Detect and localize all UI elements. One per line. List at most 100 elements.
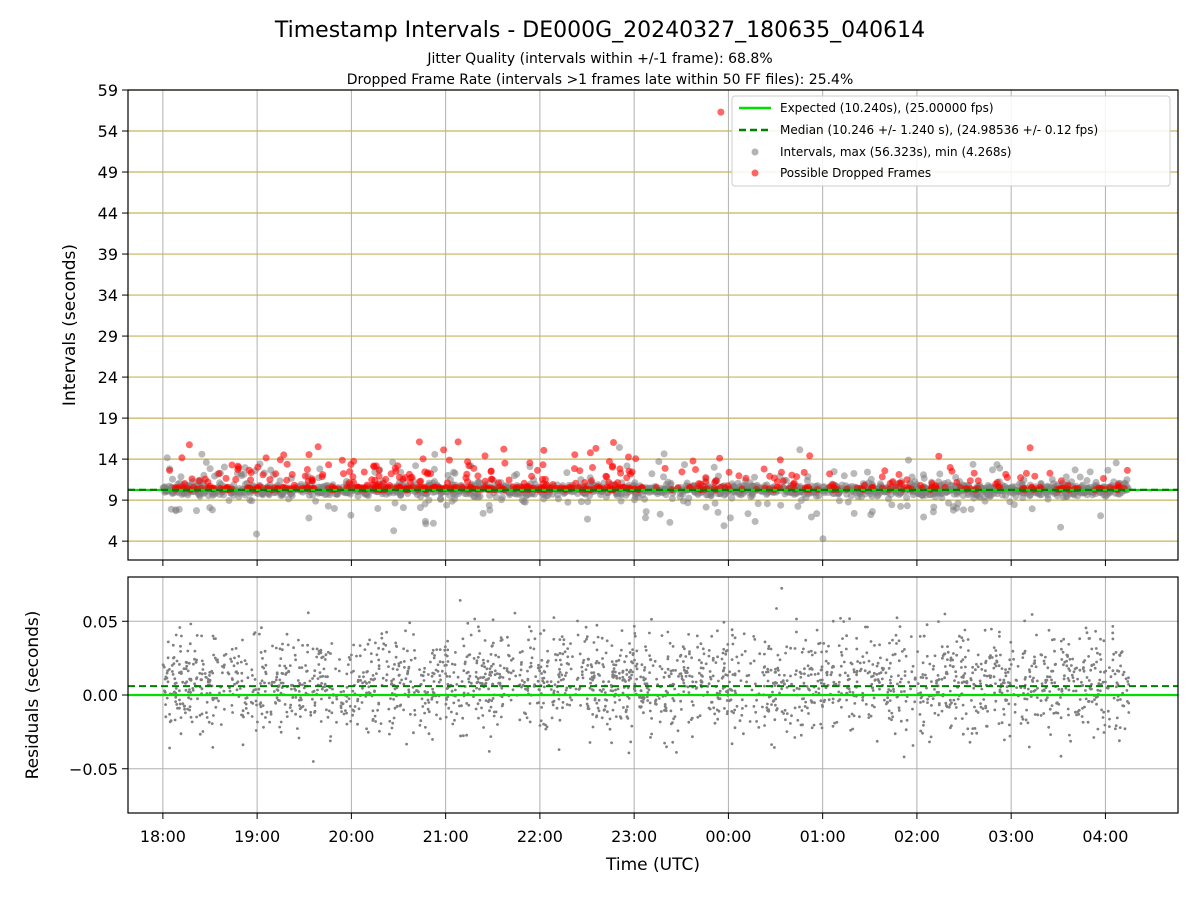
dropped-frame-point — [760, 465, 768, 473]
residual-point — [550, 716, 554, 720]
residual-point — [855, 636, 858, 640]
residual-point — [443, 664, 447, 667]
residual-point — [919, 691, 923, 694]
residual-point — [687, 720, 691, 724]
dropped-frame-point — [188, 475, 196, 483]
residual-point — [905, 718, 909, 722]
residual-point — [432, 656, 436, 660]
residual-point — [384, 643, 388, 647]
residual-point — [483, 665, 486, 669]
residual-point — [521, 650, 524, 653]
residual-point — [1092, 663, 1096, 666]
residual-point — [591, 713, 595, 716]
residual-point — [804, 638, 808, 642]
residual-point — [1008, 658, 1012, 662]
residual-point — [298, 704, 301, 707]
residual-point — [880, 677, 884, 681]
residual-point — [317, 663, 321, 666]
residual-point — [837, 644, 841, 647]
residual-point — [176, 706, 179, 710]
residual-point — [995, 659, 999, 663]
residual-point — [702, 652, 706, 656]
residual-point — [896, 682, 899, 686]
residual-point — [735, 655, 739, 659]
residual-point — [1060, 647, 1063, 651]
residual-point — [955, 640, 959, 643]
interval-point — [656, 510, 664, 518]
interval-point — [926, 491, 934, 499]
residual-point — [789, 722, 792, 725]
residual-point — [592, 671, 596, 674]
residual-point — [1111, 658, 1115, 662]
residual-point — [641, 695, 645, 699]
residual-point — [569, 667, 573, 671]
residual-point — [540, 706, 543, 709]
residual-point — [800, 709, 804, 712]
residual-point — [1082, 669, 1086, 673]
dropped-frame-point — [576, 467, 584, 475]
residual-point — [730, 742, 734, 746]
residual-point — [498, 672, 501, 676]
residual-point — [864, 625, 867, 629]
residual-point — [490, 644, 494, 648]
residual-point — [256, 720, 259, 724]
residual-point — [820, 726, 824, 730]
residual-point — [729, 698, 733, 702]
residual-point — [482, 726, 485, 729]
legend-box — [731, 95, 1171, 187]
residuals-y-tick-label: 0.05 — [82, 612, 118, 631]
residual-point — [940, 677, 944, 681]
interval-point — [763, 500, 771, 508]
residual-point — [616, 687, 620, 691]
residual-point — [379, 722, 383, 725]
residual-point — [602, 688, 605, 691]
residual-point — [852, 668, 856, 671]
residual-point — [952, 652, 955, 655]
residual-point — [843, 671, 847, 675]
interval-point — [167, 505, 175, 513]
residual-point — [677, 675, 680, 678]
residual-point — [790, 714, 793, 718]
residual-point — [612, 663, 615, 666]
residual-point — [847, 715, 851, 718]
residual-point — [595, 701, 599, 705]
residual-point — [222, 689, 226, 693]
residual-point — [551, 703, 555, 707]
residual-point — [1095, 660, 1098, 664]
residual-point — [393, 663, 396, 666]
residual-point — [218, 691, 221, 695]
residual-point — [740, 653, 744, 657]
interval-point — [642, 514, 649, 522]
residual-point — [723, 662, 726, 665]
residual-point — [648, 701, 652, 705]
residual-point — [245, 662, 248, 666]
residual-point — [263, 649, 267, 653]
residual-point — [1025, 708, 1028, 712]
dropped-frame-point — [346, 468, 354, 476]
residual-point — [373, 714, 377, 718]
residual-point — [171, 673, 175, 676]
residual-point — [470, 681, 473, 685]
residual-point — [668, 641, 672, 645]
residual-point — [626, 705, 629, 709]
residual-point — [203, 672, 207, 675]
residual-point — [766, 702, 769, 706]
residual-point — [306, 643, 309, 647]
residual-point — [1046, 666, 1050, 670]
residual-point — [770, 703, 773, 706]
residual-point — [407, 665, 411, 669]
residual-point — [822, 682, 826, 686]
dropped-frame-point — [276, 456, 284, 464]
residual-point — [285, 671, 288, 675]
residual-point — [427, 732, 431, 736]
interval-point — [813, 510, 821, 518]
residual-point — [229, 657, 233, 661]
residual-point — [812, 723, 816, 727]
residual-point — [173, 682, 177, 685]
residual-point — [954, 675, 958, 678]
residual-point — [448, 675, 452, 678]
residual-point — [937, 678, 941, 681]
residual-point — [707, 706, 711, 710]
dropped-frame-point — [372, 462, 380, 470]
interval-point — [238, 472, 246, 480]
